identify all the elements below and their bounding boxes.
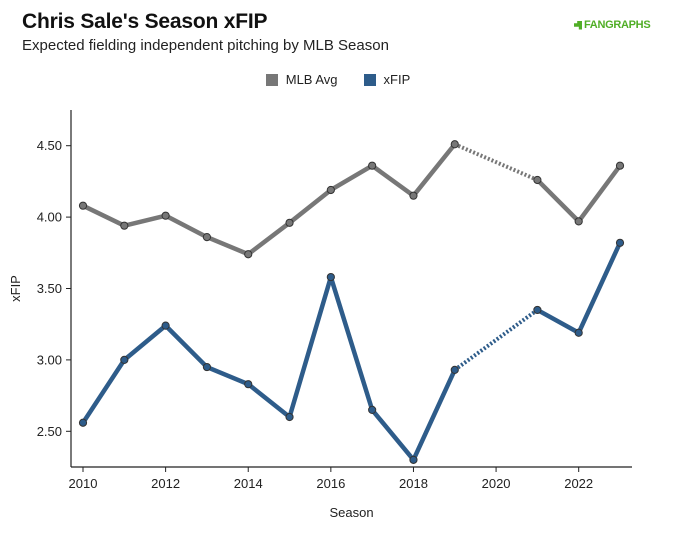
x-tick-label: 2022 (564, 476, 593, 491)
data-point-xfip (409, 455, 418, 464)
series-line-xfip (411, 367, 458, 463)
x-tick-label: 2010 (69, 476, 98, 491)
chart-subtitle: Expected fielding independent pitching b… (22, 37, 389, 54)
x-tick-label: 2020 (482, 476, 511, 491)
data-point-xfip (615, 238, 625, 247)
data-point-xfip (574, 328, 583, 337)
y-tick-label: 3.50 (37, 281, 62, 296)
fangraphs-logo[interactable]: FANGRAPHS (574, 19, 651, 31)
data-point-xfip (450, 365, 459, 374)
data-point-mlb-avg (244, 250, 253, 259)
data-point-mlb-avg (161, 211, 170, 220)
series-line-mlb-avg (163, 213, 210, 240)
series-line-xfip (122, 323, 168, 363)
data-point-xfip (202, 362, 212, 372)
series-line-gap-mlb-avg (453, 142, 539, 182)
data-point-mlb-avg (326, 185, 335, 195)
y-tick-label: 2.50 (37, 424, 62, 439)
data-point-xfip (78, 418, 88, 427)
series-line-gap-xfip (453, 308, 539, 372)
data-point-mlb-avg (533, 175, 542, 185)
series-line-mlb-avg (204, 234, 251, 257)
series-line-xfip (328, 274, 375, 413)
series-line-mlb-avg (535, 177, 581, 224)
data-point-xfip (368, 405, 377, 414)
series-line-mlb-avg (576, 163, 623, 224)
legend-swatch-xfip (363, 73, 376, 86)
data-point-mlb-avg (78, 201, 88, 210)
data-point-xfip (161, 321, 170, 330)
legend-label-xfip: xFIP (383, 72, 411, 87)
data-point-xfip (285, 412, 294, 422)
series-line-xfip (80, 357, 127, 425)
legend-item-mlb-avg[interactable]: MLB Avg (265, 72, 338, 87)
data-point-mlb-avg (202, 232, 212, 242)
series-line-mlb-avg (411, 142, 458, 198)
data-point-mlb-avg (450, 140, 459, 149)
series-line-mlb-avg (122, 213, 168, 228)
series-line-xfip (576, 240, 623, 336)
legend-swatch-mlb-avg (265, 73, 278, 86)
data-point-mlb-avg (368, 161, 377, 170)
x-tick-label: 2014 (234, 476, 263, 491)
series-line-xfip (535, 307, 581, 336)
series-line-mlb-avg (80, 203, 127, 228)
x-tick-label: 2016 (316, 476, 345, 491)
y-tick-label: 3.00 (37, 352, 62, 367)
series-line-mlb-avg (287, 187, 334, 226)
data-point-mlb-avg (574, 217, 583, 226)
x-tick-label: 2018 (399, 476, 428, 491)
data-point-mlb-avg (409, 191, 418, 200)
data-point-xfip (120, 355, 129, 364)
y-tick-label: 4.50 (37, 138, 62, 153)
data-point-mlb-avg (120, 221, 129, 230)
series-line-mlb-avg (245, 220, 292, 257)
x-tick-label: 2012 (151, 476, 180, 491)
data-point-xfip (326, 272, 335, 282)
series-line-mlb-avg (369, 163, 416, 198)
series-line-xfip (163, 323, 210, 370)
legend-label-mlb-avg: MLB Avg (285, 72, 338, 87)
x-axis-label: Season (329, 505, 373, 520)
fangraphs-logo-text: FANGRAPHS (584, 19, 651, 31)
series-line-mlb-avg (328, 163, 375, 193)
y-axis-label: xFIP (8, 275, 23, 302)
data-point-xfip (244, 380, 253, 389)
series-line-xfip (369, 407, 416, 463)
series-line-xfip (245, 381, 292, 420)
fangraphs-logo-icon (574, 20, 582, 30)
legend-item-xfip[interactable]: xFIP (363, 72, 411, 87)
data-point-mlb-avg (615, 161, 625, 170)
data-point-xfip (533, 305, 542, 315)
y-tick-label: 4.00 (37, 210, 62, 225)
chart-title: Chris Sale's Season xFIP (22, 10, 268, 33)
series-line-xfip (287, 274, 334, 420)
data-point-mlb-avg (285, 218, 294, 227)
series-line-xfip (204, 364, 251, 387)
chart-legend: MLB Avg xFIP (0, 72, 676, 87)
